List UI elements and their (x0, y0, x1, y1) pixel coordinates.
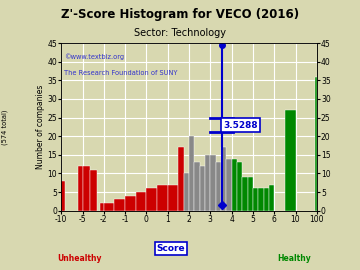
Bar (210, 155, 216, 211)
Bar (194, 162, 200, 211)
Bar (184, 173, 189, 211)
Bar (315, 77, 317, 211)
Bar (168, 185, 178, 211)
Bar (264, 188, 269, 211)
Bar (237, 162, 242, 211)
Bar (221, 147, 226, 211)
Text: Unhealthy: Unhealthy (57, 254, 102, 263)
Bar (226, 158, 231, 211)
Bar (253, 188, 258, 211)
Bar (248, 177, 253, 211)
Bar (231, 158, 237, 211)
Bar (147, 188, 157, 211)
Bar (189, 136, 194, 211)
Bar (269, 185, 274, 211)
Bar (216, 162, 221, 211)
Text: (574 total): (574 total) (2, 109, 8, 145)
Text: The Research Foundation of SUNY: The Research Foundation of SUNY (64, 70, 177, 76)
Bar (157, 185, 168, 211)
Y-axis label: Number of companies: Number of companies (36, 85, 45, 169)
Bar (100, 203, 104, 211)
Text: Z'-Score Histogram for VECO (2016): Z'-Score Histogram for VECO (2016) (61, 8, 299, 21)
Text: Sector: Technology: Sector: Technology (134, 28, 226, 38)
Bar (114, 200, 125, 211)
Bar (178, 147, 184, 211)
Bar (200, 166, 205, 211)
Bar (90, 170, 97, 211)
Bar (285, 110, 296, 211)
Text: Score: Score (157, 244, 185, 253)
Bar (125, 196, 136, 211)
Bar (242, 177, 248, 211)
Bar (82, 166, 90, 211)
Bar (78, 166, 82, 211)
Bar (205, 155, 210, 211)
Bar (136, 192, 147, 211)
Bar (61, 181, 66, 211)
Text: Healthy: Healthy (277, 254, 311, 263)
Bar (258, 188, 264, 211)
Text: 3.5288: 3.5288 (223, 120, 258, 130)
Text: ©www.textbiz.org: ©www.textbiz.org (64, 53, 124, 60)
Bar (104, 203, 114, 211)
